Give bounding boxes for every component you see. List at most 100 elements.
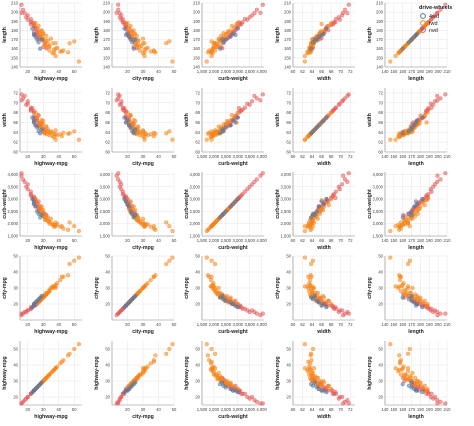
data-point-4wd bbox=[230, 118, 236, 123]
data-point-fwd bbox=[302, 228, 308, 234]
y-tick-label: 50 bbox=[105, 254, 110, 259]
data-point-4wd bbox=[133, 380, 138, 385]
y-tick-label: 140 bbox=[376, 65, 384, 70]
data-point-4wd bbox=[133, 212, 138, 218]
x-tick-label: 68 bbox=[329, 407, 334, 412]
y-tick-label: 50 bbox=[378, 254, 383, 259]
data-point-fwd bbox=[401, 364, 406, 369]
data-point-rwd bbox=[438, 96, 443, 101]
data-point-fwd bbox=[309, 289, 315, 294]
y-tick-label: 2,000 bbox=[281, 221, 292, 226]
y-axis-title: city-mpg bbox=[2, 277, 8, 299]
data-point-fwd bbox=[410, 216, 415, 221]
data-point-fwd bbox=[167, 224, 172, 229]
x-tick-label: 210 bbox=[444, 407, 452, 412]
y-tick-label: 40 bbox=[286, 363, 291, 368]
data-point-fwd bbox=[310, 258, 316, 263]
data-point-fwd bbox=[397, 274, 403, 279]
data-point-fwd bbox=[123, 21, 129, 27]
data-point-rwd bbox=[242, 105, 248, 110]
data-point-fwd bbox=[39, 206, 44, 212]
y-tick-label: 200 bbox=[103, 10, 111, 15]
x-tick-label: 60 bbox=[291, 238, 296, 243]
data-point-rwd bbox=[260, 171, 265, 176]
data-point-fwd bbox=[128, 112, 133, 118]
y-tick-label: 170 bbox=[376, 37, 384, 42]
data-point-rwd bbox=[260, 401, 265, 406]
legend-label-4wd: 4wd bbox=[429, 14, 439, 20]
x-axis-title: length bbox=[408, 414, 424, 420]
data-point-fwd bbox=[405, 261, 411, 267]
data-point-4wd bbox=[235, 196, 240, 202]
x-tick-label: 72 bbox=[348, 322, 353, 327]
x-tick-label: 66 bbox=[319, 154, 324, 159]
x-tick-label: 170 bbox=[408, 238, 416, 243]
data-point-fwd bbox=[51, 132, 57, 137]
data-point-rwd bbox=[333, 306, 339, 311]
data-point-fwd bbox=[393, 137, 398, 142]
data-point-rwd bbox=[260, 311, 265, 316]
cell-highway-mpg-vs-width: 60 62 64 66 68 70 72 20 30 40 50 width highway-mpg bbox=[275, 341, 355, 420]
y-tick-label: 190 bbox=[284, 19, 292, 24]
data-point-fwd bbox=[398, 372, 404, 377]
x-tick-label: 20 bbox=[25, 69, 30, 74]
y-tick-label: 70 bbox=[13, 100, 18, 105]
data-point-4wd bbox=[235, 390, 240, 395]
x-tick-label: 170 bbox=[408, 407, 416, 412]
data-point-fwd bbox=[67, 351, 72, 356]
data-point-fwd bbox=[318, 297, 323, 302]
y-tick-label: 62 bbox=[378, 140, 383, 145]
cell-length-vs-length: 140 150 160 170 180 190 200 2101401501601701801… bbox=[367, 1, 451, 83]
x-tick-label: 40 bbox=[156, 407, 161, 412]
data-point-fwd bbox=[393, 224, 398, 229]
y-tick-label: 50 bbox=[286, 254, 291, 259]
data-point-fwd bbox=[164, 41, 169, 46]
legend: drive-wheels 4wd fwd rwd bbox=[419, 5, 452, 34]
y-tick-label: 150 bbox=[193, 55, 201, 60]
data-point-fwd bbox=[309, 261, 314, 267]
x-tick-label: 210 bbox=[444, 69, 452, 74]
data-point-4wd bbox=[230, 301, 236, 307]
data-point-rwd bbox=[429, 306, 434, 311]
data-point-fwd bbox=[167, 129, 172, 134]
y-tick-label: 30 bbox=[13, 286, 18, 291]
data-point-fwd bbox=[229, 23, 234, 28]
data-point-fwd bbox=[326, 298, 331, 303]
data-point-fwd bbox=[151, 134, 156, 139]
x-tick-label: 64 bbox=[310, 154, 315, 159]
y-tick-label: 210 bbox=[103, 1, 111, 6]
x-tick-label: 72 bbox=[348, 69, 353, 74]
data-point-4wd bbox=[130, 383, 135, 388]
x-tick-label: 40 bbox=[56, 154, 61, 159]
y-tick-label: 170 bbox=[284, 37, 292, 42]
x-tick-label: 72 bbox=[348, 154, 353, 159]
x-axis-title: highway-mpg bbox=[34, 245, 67, 251]
y-tick-label: 66 bbox=[13, 120, 18, 125]
x-tick-label: 1,500 bbox=[197, 238, 208, 243]
x-axis-title: city-mpg bbox=[132, 329, 154, 335]
data-point-fwd bbox=[42, 217, 47, 223]
data-point-fwd bbox=[137, 44, 142, 49]
legend-symbol-rwd bbox=[420, 27, 426, 33]
data-point-fwd bbox=[55, 364, 60, 369]
y-tick-label: 160 bbox=[11, 46, 19, 51]
data-point-fwd bbox=[329, 301, 334, 307]
data-point-fwd bbox=[309, 351, 314, 356]
data-point-rwd bbox=[252, 398, 257, 403]
y-tick-label: 200 bbox=[11, 10, 19, 15]
y-tick-label: 60 bbox=[195, 150, 200, 155]
y-tick-label: 30 bbox=[195, 286, 200, 291]
y-axis-title: length bbox=[367, 27, 373, 43]
y-axis-title: city-mpg bbox=[184, 277, 190, 299]
y-tick-label: 20 bbox=[286, 395, 291, 400]
data-point-4wd bbox=[400, 46, 405, 51]
x-axis-title: curb-weight bbox=[218, 329, 248, 335]
data-point-rwd bbox=[19, 171, 24, 176]
y-tick-label: 66 bbox=[378, 120, 383, 125]
data-point-fwd bbox=[142, 284, 147, 289]
data-point-4wd bbox=[314, 298, 319, 303]
data-point-rwd bbox=[252, 93, 257, 98]
data-point-4wd bbox=[412, 204, 417, 209]
y-tick-label: 66 bbox=[286, 120, 291, 125]
data-point-4wd bbox=[321, 201, 326, 207]
